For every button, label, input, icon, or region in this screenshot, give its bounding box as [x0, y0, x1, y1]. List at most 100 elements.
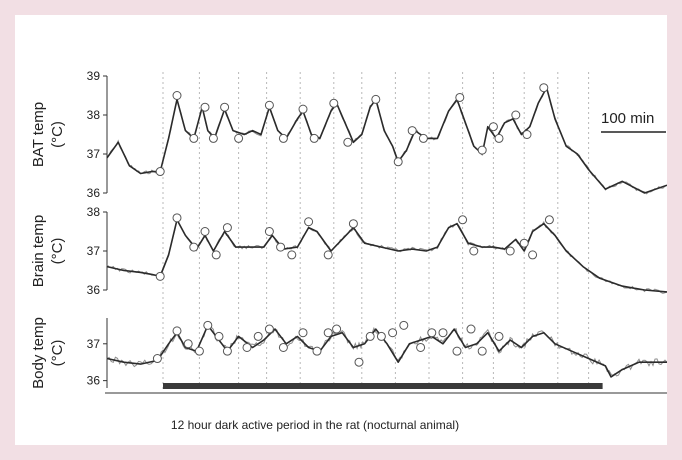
bat-marker-18	[477, 145, 487, 155]
bat-y-label: BAT temp (°C)	[30, 102, 66, 167]
brain-marker-13	[469, 246, 479, 256]
brain-marker-2	[189, 242, 199, 252]
body-marker-19	[399, 320, 409, 330]
bat-marker-21	[511, 110, 521, 120]
brain-marker-8	[287, 250, 297, 260]
bat-marker-12	[343, 137, 353, 147]
body-marker-9	[264, 324, 274, 334]
body-y-label-line-1: (°C)	[49, 340, 66, 367]
bat-marker-16	[418, 133, 428, 143]
body-marker-16	[365, 331, 375, 341]
bat-smoothed-trace	[106, 86, 667, 194]
body-marker-25	[477, 346, 487, 356]
figure-card: 36 37 38 39 BAT temp (°C) 36 37 38 Brain temp (°C)…	[15, 15, 667, 445]
bat-y-label-line-1: (°C)	[49, 121, 66, 148]
body-marker-11	[298, 328, 308, 338]
body-marker-13	[323, 328, 333, 338]
bat-marker-1	[172, 91, 182, 100]
bat-tick-label-36: 36	[87, 186, 101, 200]
body-marker-2	[183, 339, 193, 349]
bat-marker-6	[234, 133, 244, 143]
body-tick-label-37: 37	[87, 337, 101, 351]
bat-marker-14	[393, 157, 403, 167]
body-smoothed-trace	[106, 324, 667, 378]
bat-marker-9	[298, 104, 308, 114]
brain-smoothed-trace	[106, 219, 667, 293]
brain-marker-9	[304, 217, 314, 227]
body-marker-24	[466, 324, 476, 334]
body-marker-21	[427, 328, 437, 338]
body-marker-4	[203, 320, 213, 330]
body-marker-1	[172, 326, 182, 336]
bat-y-label-line-0: BAT temp	[30, 102, 47, 167]
brain-y-label-line-1: (°C)	[49, 238, 66, 265]
brain-marker-17	[544, 215, 554, 225]
body-marker-5	[214, 331, 224, 341]
bat-marker-3	[200, 102, 210, 112]
brain-tick-label-38: 38	[87, 205, 101, 219]
body-y-label-line-0: Body temp	[30, 317, 47, 389]
bat-marker-23	[539, 83, 549, 93]
brain-marker-4	[211, 250, 221, 260]
body-marker-8	[253, 331, 263, 341]
panel-brain: 36 37 38 Brain temp (°C)	[30, 205, 667, 297]
body-tick-label-36: 36	[87, 374, 101, 388]
bat-marker-22	[522, 130, 532, 139]
body-marker-17	[376, 331, 386, 341]
body-y-label: Body temp (°C)	[30, 317, 66, 389]
brain-marker-1	[172, 213, 182, 223]
bat-tick-label-39: 39	[87, 69, 101, 83]
body-marker-14	[332, 324, 342, 334]
bat-marker-17	[455, 92, 465, 102]
bat-marker-7	[264, 100, 274, 110]
brain-marker-12	[458, 215, 468, 225]
bat-marker-5	[220, 102, 230, 112]
brain-marker-0	[155, 271, 165, 281]
bat-marker-2	[189, 133, 199, 143]
brain-y-label-line-0: Brain temp	[30, 215, 47, 288]
bat-marker-15	[407, 126, 417, 136]
scale-bar-label: 100 min	[601, 110, 654, 127]
brain-tick-label-37: 37	[87, 244, 101, 258]
body-marker-20	[416, 342, 426, 352]
bat-marker-4	[208, 133, 218, 143]
bat-tick-label-38: 38	[87, 108, 101, 122]
body-marker-15	[354, 357, 364, 367]
body-marker-3	[194, 346, 204, 356]
brain-raw-trace	[106, 216, 667, 294]
bat-marker-19	[488, 122, 498, 132]
bat-marker-10	[309, 133, 319, 143]
bat-marker-11	[329, 98, 339, 108]
brain-marker-16	[528, 250, 538, 260]
body-marker-7	[242, 342, 252, 352]
body-marker-12	[312, 346, 322, 356]
body-marker-18	[388, 328, 398, 338]
body-marker-26	[494, 331, 504, 341]
brain-marker-15	[519, 238, 529, 248]
brain-marker-10	[323, 250, 333, 260]
bat-tick-label-37: 37	[87, 147, 101, 161]
body-marker-0	[152, 354, 162, 364]
x-axis-caption: 12 hour dark active period in the rat (n…	[171, 418, 459, 432]
brain-tick-label-36: 36	[87, 283, 101, 297]
brain-marker-14	[505, 246, 515, 256]
bat-marker-13	[371, 94, 381, 104]
bat-marker-8	[278, 133, 288, 143]
dark-period-bar	[163, 383, 603, 389]
body-marker-22	[438, 328, 448, 338]
bat-marker-0	[155, 167, 165, 177]
brain-marker-5	[222, 223, 232, 233]
brain-marker-7	[276, 242, 286, 252]
body-marker-6	[222, 346, 232, 356]
panel-body: 36 37 Body temp (°C)	[30, 317, 667, 389]
brain-marker-6	[264, 227, 274, 236]
bat-marker-20	[494, 133, 504, 143]
brain-y-label: Brain temp (°C)	[30, 215, 66, 288]
panel-bat: 36 37 38 39 BAT temp (°C)	[30, 69, 667, 200]
brain-marker-11	[348, 219, 358, 229]
body-marker-23	[452, 346, 462, 356]
body-marker-10	[278, 342, 288, 352]
brain-marker-3	[200, 227, 210, 236]
